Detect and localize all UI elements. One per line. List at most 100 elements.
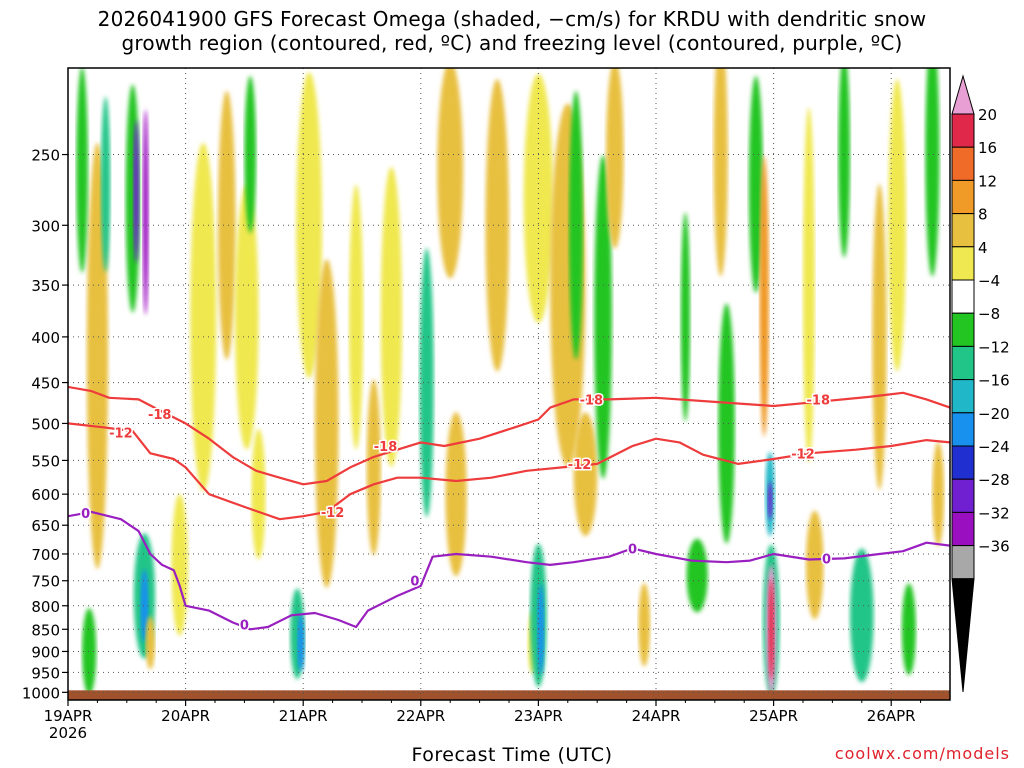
contour-label: -18 — [148, 408, 172, 423]
omega-blob — [485, 79, 509, 372]
contour-label: 0 — [628, 542, 637, 557]
omega-blob — [680, 212, 691, 422]
x-axis-label: Forecast Time (UTC) — [411, 744, 613, 766]
omega-blob — [82, 608, 97, 695]
colorbar-swatch — [951, 345, 975, 381]
omega-blob — [925, 68, 940, 277]
colorbar-bottom-arrow — [951, 578, 975, 693]
omega-blob — [718, 303, 735, 544]
y-tick-label: 750 — [31, 573, 60, 591]
y-tick-label: 400 — [31, 329, 60, 347]
y-tick-label: 500 — [31, 415, 60, 433]
x-tick-label: 22APR — [396, 707, 445, 725]
x-tick-label: 20APR — [161, 707, 210, 725]
colorbar-top-arrow — [951, 74, 975, 115]
contour-labels: -18 -18 -18 -18 -12 -12 -12 -12 0 0 0 0 0 — [80, 392, 833, 635]
colorbar-swatch — [951, 179, 975, 215]
contour-label: 0 — [822, 552, 831, 567]
contour-label: 0 — [240, 619, 249, 634]
colorbar-swatch — [951, 246, 975, 281]
ground-fill — [68, 690, 950, 700]
colorbar-label: −16 — [978, 372, 1010, 390]
omega-blob — [805, 510, 824, 620]
colorbar-swatch — [951, 379, 975, 414]
omega-blob — [568, 90, 584, 360]
contour-label: 0 — [81, 507, 90, 522]
omega-blob — [838, 68, 851, 258]
y-tick-label: 850 — [31, 621, 60, 639]
omega-blob — [133, 120, 140, 263]
contour-label: -18 — [580, 393, 604, 408]
x-tick-label: 19APR — [44, 707, 93, 725]
omega-blob — [190, 142, 217, 492]
omega-blob — [638, 582, 651, 667]
omega-blob — [768, 578, 775, 680]
x-tick-label: 24APR — [632, 707, 681, 725]
omega-blob — [234, 184, 259, 450]
y-tick-label: 350 — [31, 277, 60, 295]
y-tick-label: 700 — [31, 546, 60, 564]
omega-blob — [537, 583, 545, 676]
y-tick-label: 250 — [31, 147, 60, 165]
y-tick-label: 450 — [31, 375, 60, 393]
contour-red--18 — [68, 385, 950, 486]
contour-label: -12 — [321, 506, 345, 521]
colorbar-label: −20 — [978, 405, 1010, 423]
colorbar: 20 16 12 8 4 −4 −8 −12 −16 −20 −24 −28 −32 −36 — [951, 74, 1010, 693]
omega-blob — [713, 68, 728, 277]
y-tick-label: 300 — [31, 217, 60, 235]
credit-link[interactable]: coolwx.com/models — [834, 744, 1010, 763]
colorbar-label: −8 — [978, 305, 1000, 323]
omega-blob — [76, 68, 88, 273]
omega-blob — [244, 75, 257, 234]
omega-blob — [573, 412, 598, 537]
omega-blob — [419, 248, 434, 518]
omega-blob — [366, 379, 381, 556]
x-tick-label: 23APR — [514, 707, 563, 725]
omega-blob — [759, 155, 769, 437]
colorbar-label: 12 — [978, 172, 997, 190]
contour-label: -12 — [791, 447, 815, 462]
omega-blob — [314, 259, 339, 588]
omega-blob — [349, 184, 364, 450]
y-tick-label: 650 — [31, 517, 60, 535]
colorbar-label: −12 — [978, 338, 1010, 356]
colorbar-swatch — [951, 511, 975, 547]
colorbar-label: 16 — [978, 139, 997, 157]
omega-blob — [437, 68, 464, 279]
omega-blob — [296, 72, 323, 379]
omega-shading — [76, 68, 945, 696]
y-axis: 250 300 350 400 450 500 550 600 650 700 750 800 850 9… — [22, 147, 68, 702]
omega-blob — [606, 68, 624, 249]
contour-label: -12 — [109, 427, 133, 442]
colorbar-swatch — [951, 545, 975, 580]
colorbar-label: −32 — [978, 504, 1010, 522]
colorbar-swatch — [951, 312, 975, 347]
contour-label: -18 — [807, 393, 831, 408]
colorbar-swatch — [951, 146, 975, 181]
y-tick-label: 550 — [31, 452, 60, 470]
x-tick-label: 25APR — [749, 707, 798, 725]
contour-label: 0 — [410, 575, 419, 590]
contour-red--12 — [68, 422, 950, 521]
omega-blob — [145, 616, 156, 670]
contour-lines — [68, 385, 950, 631]
colorbar-swatch — [951, 279, 975, 314]
colorbar-swatch — [951, 445, 975, 480]
colorbar-swatch — [951, 412, 975, 447]
omega-blob — [297, 614, 305, 672]
colorbar-label: 20 — [978, 106, 997, 124]
colorbar-label: −36 — [978, 538, 1010, 556]
colorbar-label: 4 — [978, 239, 988, 257]
contour-purple-0 — [68, 510, 950, 631]
omega-blob — [872, 183, 887, 490]
omega-blob — [100, 96, 111, 273]
omega-blob — [686, 538, 708, 613]
y-tick-label: 1000 — [22, 684, 60, 702]
colorbar-label: −24 — [978, 438, 1010, 456]
omega-blob — [142, 109, 149, 315]
omega-blob — [171, 494, 188, 636]
y-tick-label: 950 — [31, 664, 60, 682]
